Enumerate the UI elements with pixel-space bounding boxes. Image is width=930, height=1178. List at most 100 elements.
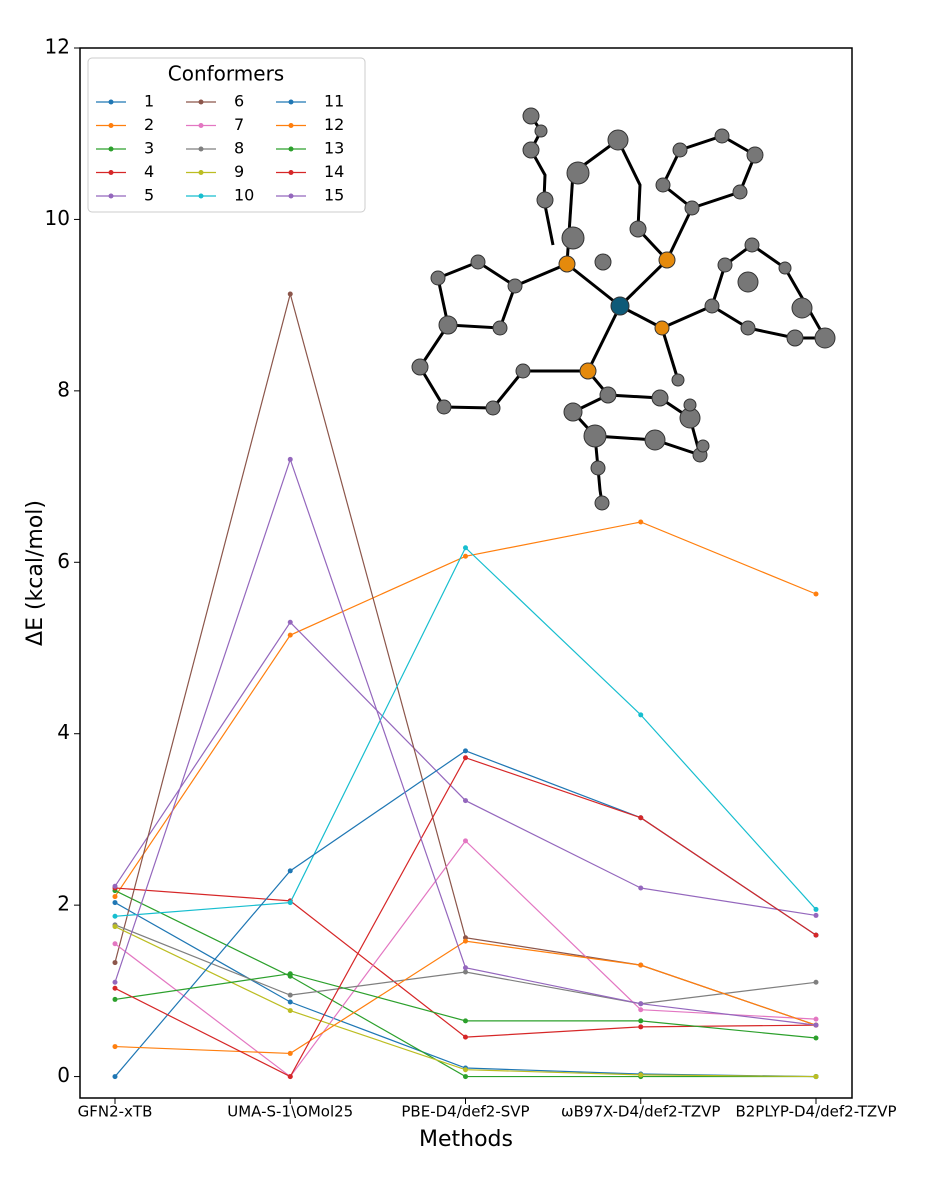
y-tick-label: 8 (57, 377, 70, 401)
marker (287, 291, 293, 297)
marker (463, 1018, 468, 1024)
marker (463, 969, 468, 975)
legend-title: Conformers (168, 62, 284, 86)
y-axis-label: ΔE (kcal/mol) (23, 500, 48, 646)
marker (287, 999, 293, 1005)
legend-marker (198, 193, 204, 199)
marker (463, 798, 468, 804)
marker (638, 712, 644, 718)
series-line (114, 973, 817, 1039)
marker (813, 1016, 819, 1022)
marker (463, 553, 468, 559)
x-tick-label: UMA-S-1\OMol25 (227, 1103, 353, 1121)
marker (287, 971, 293, 977)
x-tick-label: ωB97X-D4/def2-TZVP (561, 1103, 720, 1121)
marker (112, 996, 118, 1002)
marker (463, 965, 468, 971)
series-line (114, 291, 817, 1026)
marker (112, 883, 118, 889)
marker (813, 1022, 819, 1028)
x-tick-label: B2PLYP-D4/def2-TZVP (735, 1103, 896, 1121)
legend-marker (108, 146, 114, 152)
marker (638, 885, 644, 891)
marker (287, 632, 293, 638)
legend-marker (108, 193, 114, 199)
marker (463, 838, 468, 844)
legend-label: 9 (234, 162, 244, 181)
marker (463, 748, 468, 754)
legend-label: 14 (324, 162, 344, 181)
marker (287, 992, 293, 998)
legend-marker (288, 123, 294, 128)
legend-label: 15 (324, 186, 344, 205)
legend-label: 12 (324, 115, 344, 134)
marker (638, 1024, 644, 1030)
legend-label: 3 (144, 139, 154, 158)
marker (638, 815, 644, 821)
legend-marker (198, 146, 204, 152)
molecule-illustration (411, 107, 836, 511)
marker (112, 913, 118, 919)
legend-marker (108, 170, 114, 175)
marker (813, 979, 819, 985)
marker (287, 1050, 293, 1056)
legend-marker (288, 193, 294, 199)
marker (112, 924, 118, 930)
marker (287, 868, 293, 874)
legend-marker (288, 146, 294, 152)
marker (813, 1035, 819, 1041)
x-tick-label: PBE-D4/def2-SVP (401, 1103, 529, 1121)
marker (112, 985, 118, 991)
marker (463, 938, 468, 944)
marker (638, 1018, 644, 1024)
marker (463, 1034, 468, 1040)
legend-label: 8 (234, 139, 244, 158)
legend-label: 2 (144, 115, 154, 134)
legend-label: 1 (144, 92, 154, 111)
series-line (114, 621, 817, 917)
y-tick-label: 4 (57, 720, 70, 744)
legend-label: 11 (324, 92, 344, 111)
legend-marker (198, 99, 204, 105)
legend-label: 10 (234, 186, 254, 205)
y-tick-label: 2 (57, 892, 70, 916)
legend-marker (288, 99, 294, 105)
series-line (114, 926, 817, 1078)
y-tick-label: 10 (45, 206, 70, 230)
marker (287, 619, 293, 625)
marker (638, 962, 644, 968)
x-axis-label: Methods (419, 1127, 513, 1152)
legend-marker (108, 99, 114, 105)
legend-marker (288, 170, 294, 175)
legend-marker (198, 123, 204, 128)
marker (638, 1007, 644, 1013)
marker (112, 941, 118, 947)
legend-box (87, 57, 366, 213)
marker (463, 545, 468, 551)
marker (463, 1074, 468, 1080)
legend-marker (198, 170, 204, 175)
marker (287, 456, 293, 462)
x-tick-label: GFN2-xTB (78, 1103, 153, 1121)
legend-label: 6 (234, 92, 244, 111)
marker (287, 1008, 293, 1014)
marker (463, 1067, 468, 1073)
marker (638, 1072, 644, 1078)
marker (813, 912, 819, 918)
marker (287, 1074, 293, 1080)
marker (638, 519, 644, 525)
series-line (114, 546, 817, 917)
y-tick-label: 0 (57, 1063, 70, 1087)
marker (112, 1044, 118, 1050)
marker (287, 900, 293, 906)
legend-label: 13 (324, 139, 344, 158)
marker (463, 935, 468, 941)
marker (112, 900, 118, 906)
legend-label: 7 (234, 115, 244, 134)
marker (638, 1001, 644, 1007)
marker (813, 932, 819, 938)
marker (112, 979, 118, 985)
marker (813, 1074, 819, 1080)
series-line (114, 756, 817, 1078)
